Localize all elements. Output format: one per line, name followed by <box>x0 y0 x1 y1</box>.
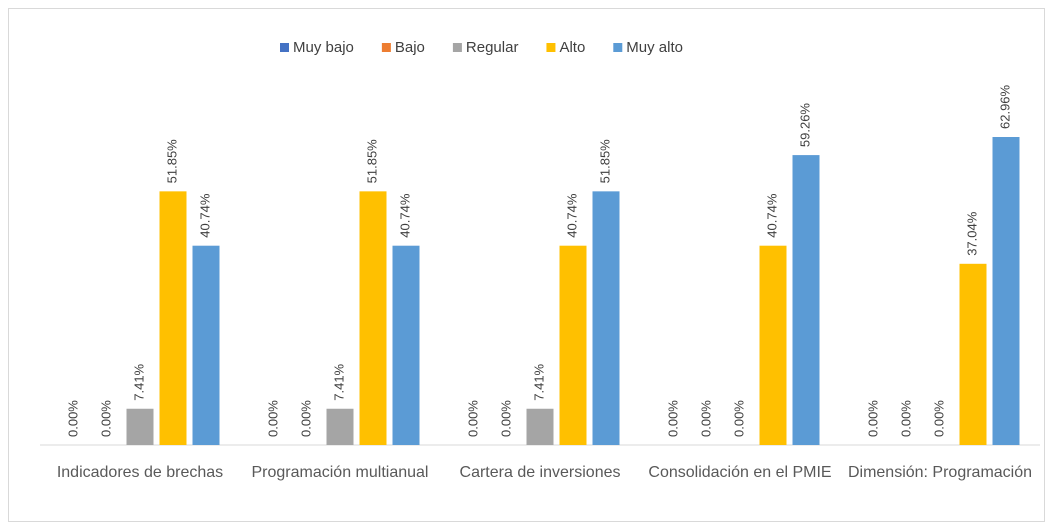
data-label: 40.74% <box>564 193 579 238</box>
data-label: 40.74% <box>397 193 412 238</box>
bar <box>759 245 787 445</box>
bar <box>992 137 1020 445</box>
data-label: 40.74% <box>764 193 779 238</box>
legend-swatch <box>613 43 623 52</box>
legend-swatch <box>452 43 462 52</box>
data-label: 62.96% <box>997 84 1012 129</box>
legend-label: Bajo <box>395 39 425 56</box>
x-tick-label: Cartera de inversiones <box>459 464 621 481</box>
legend-label: Muy alto <box>626 39 683 56</box>
data-label: 0.00% <box>65 400 80 437</box>
data-label: 0.00% <box>98 400 113 437</box>
bar <box>526 408 554 445</box>
data-label: 0.00% <box>865 400 880 437</box>
legend-swatch <box>381 43 391 52</box>
bar <box>559 245 587 445</box>
data-label: 51.85% <box>597 139 612 184</box>
x-tick-label: Consolidación en el PMIE <box>648 464 832 481</box>
data-label: 7.41% <box>531 363 546 400</box>
data-label: 51.85% <box>164 139 179 184</box>
data-label: 7.41% <box>131 363 146 400</box>
x-tick-label: Programación multianual <box>251 464 429 481</box>
data-label: 0.00% <box>265 400 280 437</box>
bar <box>192 245 220 445</box>
bar <box>359 191 387 445</box>
data-label: 0.00% <box>731 400 746 437</box>
data-label: 0.00% <box>698 400 713 437</box>
data-label: 0.00% <box>465 400 480 437</box>
data-label: 0.00% <box>665 400 680 437</box>
data-label: 59.26% <box>797 103 812 148</box>
legend-swatch <box>546 43 556 52</box>
x-tick-label: Dimensión: Programación <box>847 464 1033 481</box>
bar <box>326 408 354 445</box>
bar <box>592 191 620 445</box>
bar <box>792 155 820 445</box>
data-label: 0.00% <box>298 400 313 437</box>
data-label: 51.85% <box>364 139 379 184</box>
legend-label: Muy bajo <box>293 39 354 56</box>
legend-swatch <box>280 43 289 52</box>
data-label: 40.74% <box>197 193 212 238</box>
data-label: 0.00% <box>498 400 513 437</box>
legend-label: Alto <box>559 39 585 56</box>
bar <box>392 245 420 445</box>
bar <box>159 191 187 445</box>
x-tick-label: Indicadores de brechas <box>56 464 224 481</box>
bar <box>126 408 154 445</box>
bar <box>959 263 987 445</box>
data-label: 0.00% <box>898 400 913 437</box>
legend-label: Regular <box>466 39 519 56</box>
data-label: 0.00% <box>931 400 946 437</box>
data-label: 37.04% <box>964 211 979 256</box>
data-label: 7.41% <box>331 363 346 400</box>
